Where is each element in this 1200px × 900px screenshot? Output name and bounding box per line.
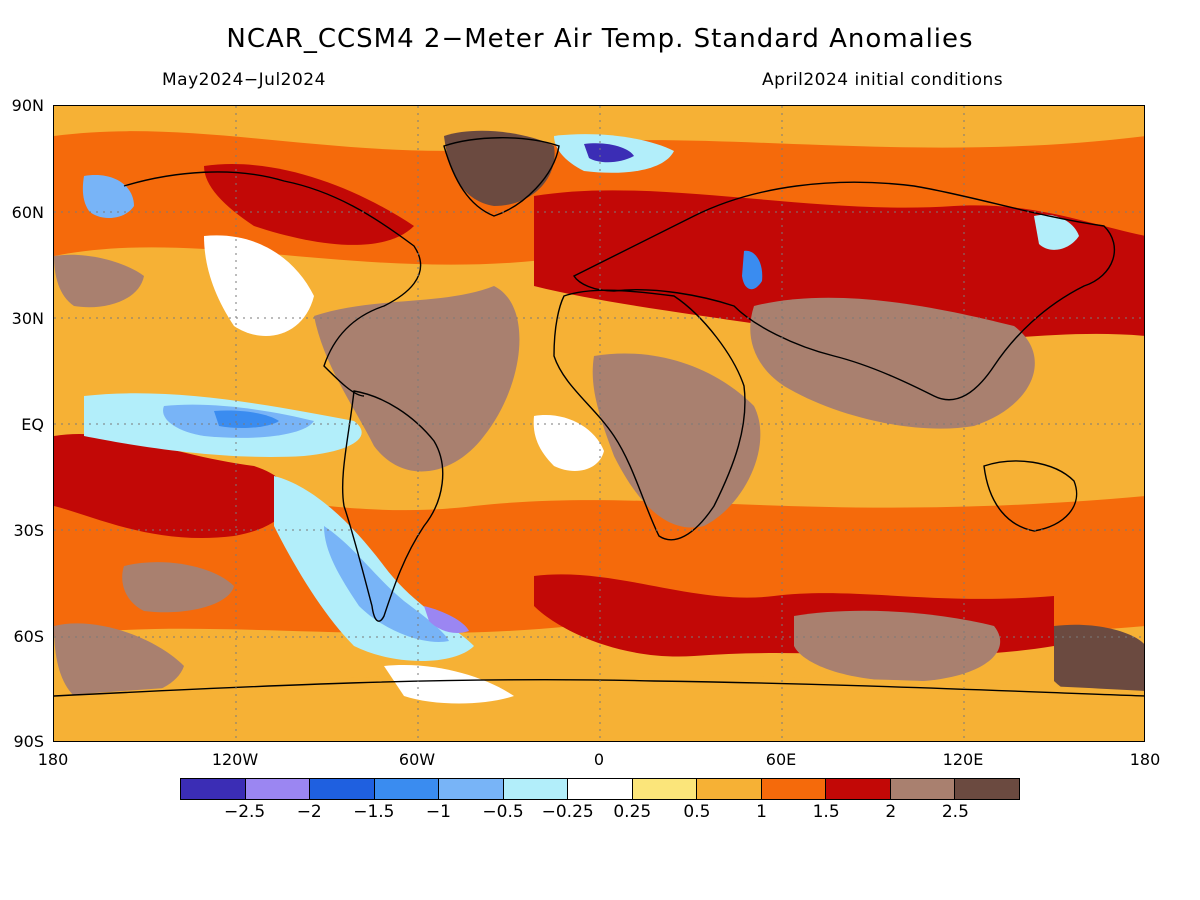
anomaly-field [54,106,1144,741]
lon-label-60w: 60W [398,750,436,769]
lat-label-90n: 90N [11,96,44,115]
lon-label-180w: 180 [37,750,69,769]
colorbar-label: −2 [296,802,322,822]
colorbar-swatch [955,779,1019,799]
colorbar-swatch [632,779,698,799]
colorbar-swatch [697,779,762,799]
colorbar-label: −1.5 [353,802,395,822]
lat-label-60n: 60N [11,203,44,222]
colorbar-swatch [310,779,375,799]
lat-label-60s: 60S [13,627,44,646]
colorbar-swatch [245,779,311,799]
lon-label-0: 0 [593,750,605,769]
colorbar-label: −0.5 [482,802,524,822]
initial-conditions: April2024 initial conditions [762,70,1004,90]
colorbar-label: −1 [425,802,451,822]
colorbar-swatch [503,779,569,799]
lat-label-90s: 90S [13,732,44,751]
colorbar-swatch [439,779,504,799]
colorbar-label: 1 [756,802,767,822]
lon-label-120e: 120E [942,750,984,769]
colorbar-label: −2.5 [223,802,266,822]
map-title: NCAR_CCSM4 2−Meter Air Temp. Standard An… [226,24,974,54]
colorbar-label: −0.25 [541,802,594,822]
colorbar-swatch [568,779,633,799]
colorbar-swatch [826,779,891,799]
colorbar-label: 0.25 [613,802,652,822]
colorbar-label: 2 [885,802,897,822]
lon-label-120w: 120W [211,750,259,769]
colorbar-swatch [761,779,827,799]
colorbar-label: 0.5 [683,802,711,822]
forecast-period: May2024−Jul2024 [162,70,326,90]
colorbar-swatch [374,779,440,799]
colorbar [180,778,1020,800]
colorbar-swatch [890,779,956,799]
colorbar-label: 1.5 [812,802,840,822]
lat-label-30s: 30S [13,521,44,540]
lat-label-30n: 30N [11,309,44,328]
colorbar-swatch [181,779,246,799]
lon-label-60e: 60E [765,750,797,769]
colorbar-label: 2.5 [941,802,969,822]
lat-label-eq: EQ [21,415,44,434]
lon-label-180e: 180 [1129,750,1161,769]
anomaly-map [53,105,1145,742]
